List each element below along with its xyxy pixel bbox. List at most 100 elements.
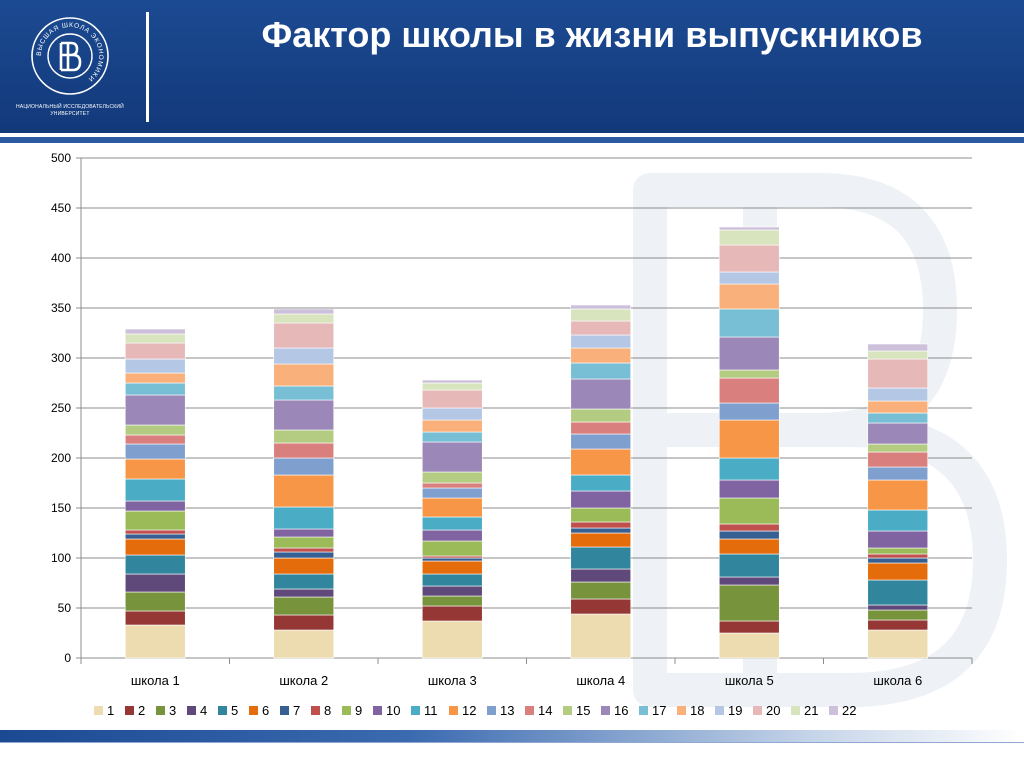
legend-label: 5 (231, 703, 238, 718)
bar-segment (273, 506, 335, 530)
bar-segment (421, 620, 483, 659)
bar-segment (718, 308, 780, 338)
legend-swatch (411, 706, 420, 715)
bar-segment (718, 402, 780, 421)
legend-swatch (449, 706, 458, 715)
legend-label: 4 (200, 703, 207, 718)
header-bar (0, 0, 1024, 133)
bar-segment (124, 591, 186, 612)
legend-swatch (601, 706, 610, 715)
bar-segment (570, 490, 632, 509)
bar-segment (867, 619, 929, 631)
y-tick-label: 300 (51, 351, 71, 365)
bar-segment (421, 389, 483, 409)
legend-label: 12 (462, 703, 476, 718)
bar-segment (273, 442, 335, 459)
svg-text:ВЫСШАЯ ШКОЛА ЭКОНОМИКИ: ВЫСШАЯ ШКОЛА ЭКОНОМИКИ (36, 22, 104, 83)
bar-segment (718, 377, 780, 404)
y-tick-label: 0 (64, 651, 71, 665)
legend-label: 9 (355, 703, 362, 718)
legend-swatch (187, 706, 196, 715)
y-tick-label: 450 (51, 201, 71, 215)
bar-segment (718, 538, 780, 555)
header-divider (0, 133, 1024, 137)
watermark-logo-icon (633, 173, 1008, 707)
legend-swatch (373, 706, 382, 715)
bar-segment (273, 557, 335, 575)
legend-label: 3 (169, 703, 176, 718)
bar-segment (273, 322, 335, 349)
legend-swatch (829, 706, 838, 715)
bar-segment (273, 308, 335, 315)
bar-segment (124, 333, 186, 344)
header-accent-stripe (0, 137, 1024, 143)
legend-swatch (753, 706, 762, 715)
legend-label: 13 (500, 703, 514, 718)
legend-swatch (563, 706, 572, 715)
y-tick-label: 50 (58, 601, 72, 615)
bar-segment (570, 421, 632, 435)
legend-label: 21 (804, 703, 818, 718)
bar-segment (718, 584, 780, 622)
bar-segment (273, 547, 335, 553)
x-tick-label: школа 2 (279, 673, 328, 688)
bar-segment (570, 362, 632, 380)
footer-line (0, 742, 1024, 743)
x-tick-label: школа 6 (873, 673, 922, 688)
bar-segment (867, 604, 929, 611)
bar-segment (421, 431, 483, 443)
bar-segment (124, 394, 186, 426)
bar-segment (124, 610, 186, 626)
y-tick-label: 400 (51, 251, 71, 265)
bar-segment (124, 554, 186, 575)
bar-segment (718, 283, 780, 310)
bar-segment (718, 244, 780, 273)
bar-segment (273, 429, 335, 444)
y-tick-label: 250 (51, 401, 71, 415)
legend-label: 18 (690, 703, 704, 718)
bar-segment (421, 560, 483, 575)
y-tick-label: 150 (51, 501, 71, 515)
y-tick-label: 100 (51, 551, 71, 565)
bar-segment (421, 441, 483, 473)
bar-segment (273, 536, 335, 549)
bar-segment (570, 546, 632, 570)
bar-segment (421, 585, 483, 597)
bar-segment (867, 350, 929, 360)
bar-segment (124, 434, 186, 445)
legend-swatch (156, 706, 165, 715)
bar-segment (867, 553, 929, 559)
bar-segment (867, 443, 929, 453)
bar-segment (421, 497, 483, 518)
bar-segment (718, 271, 780, 285)
bar-segment (421, 487, 483, 499)
legend-label: 6 (262, 703, 269, 718)
bar-segment (867, 562, 929, 581)
bar-segment (124, 624, 186, 659)
bar-segment (421, 419, 483, 433)
bar-segment (124, 529, 186, 535)
bar-segment (570, 598, 632, 615)
bar-segment (421, 471, 483, 484)
bar-segment (124, 533, 186, 540)
bar-segment (273, 596, 335, 616)
bar-segment (124, 443, 186, 460)
bar-segment (867, 387, 929, 402)
bar-segment (124, 510, 186, 531)
bar-segment (718, 530, 780, 540)
bar-segment (124, 382, 186, 396)
bar-segment (718, 226, 780, 231)
bar-segment (124, 424, 186, 436)
bar-segment (273, 629, 335, 659)
legend-label: 10 (386, 703, 400, 718)
legend-swatch (280, 706, 289, 715)
legend-label: 1 (107, 703, 114, 718)
legend-label: 8 (324, 703, 331, 718)
bar-segment (867, 557, 929, 564)
bar-segment (124, 538, 186, 556)
legend-label: 14 (538, 703, 552, 718)
bar-segment (570, 408, 632, 423)
bar-segment (570, 521, 632, 529)
bar-segment (124, 342, 186, 360)
legend-label: 7 (293, 703, 300, 718)
